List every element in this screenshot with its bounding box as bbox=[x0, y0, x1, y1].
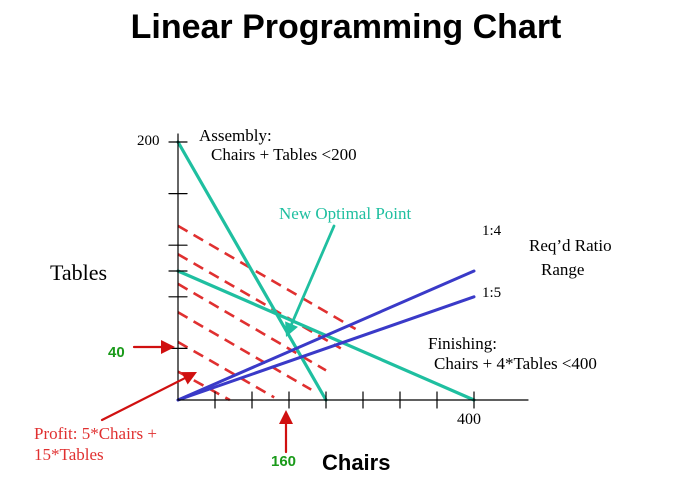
tables-40-arrow bbox=[132, 340, 175, 354]
profit-arrow-head bbox=[181, 372, 197, 385]
optimal-point-arrow-head bbox=[285, 321, 298, 337]
chairs-160-arrow bbox=[279, 410, 293, 454]
ratio-range-label-line2: Range bbox=[541, 260, 584, 279]
optimal-point-label: New Optimal Point bbox=[279, 204, 411, 223]
assembly-constraint-line bbox=[176, 140, 328, 402]
profit-label-line2: 15*Tables bbox=[34, 445, 104, 464]
assembly-label-line2: Chairs + Tables <200 bbox=[211, 145, 357, 164]
profit-arrow bbox=[100, 372, 197, 422]
y-axis-label: Tables bbox=[50, 260, 107, 285]
ratio-1-5-label: 1:5 bbox=[482, 285, 501, 301]
tables-40-arrow-head bbox=[161, 340, 175, 354]
x-tick-label-400: 400 bbox=[457, 411, 481, 428]
ratio-range-label-line1: Req’d Ratio bbox=[529, 236, 612, 255]
chairs-160-arrow-head bbox=[279, 410, 293, 424]
tables-40-label: 40 bbox=[108, 344, 125, 361]
optimal-point-arrow-shaft bbox=[290, 224, 336, 326]
profit-line-2 bbox=[177, 253, 342, 350]
assembly-label-line1: Assembly: bbox=[199, 126, 272, 145]
finishing-label-line2: Chairs + 4*Tables <400 bbox=[434, 354, 597, 373]
chairs-160-label: 160 bbox=[271, 453, 296, 470]
profit-line-1 bbox=[177, 224, 357, 331]
profit-line-3 bbox=[177, 282, 327, 372]
ratio-1-5-line bbox=[176, 295, 476, 402]
profit-label-line1: Profit: 5*Chairs + bbox=[34, 424, 157, 443]
ratio-1-4-label: 1:4 bbox=[482, 223, 502, 239]
ratio-1-4-line bbox=[176, 269, 476, 402]
profit-arrow-shaft bbox=[100, 377, 186, 422]
finishing-label-line1: Finishing: bbox=[428, 334, 497, 353]
optimal-point-arrow bbox=[285, 224, 336, 337]
x-axis-label: Chairs bbox=[322, 450, 390, 475]
profit-line-4 bbox=[177, 311, 312, 391]
chart-title: Linear Programming Chart bbox=[131, 8, 562, 46]
profit-line-5 bbox=[177, 340, 275, 399]
y-tick-label-200: 200 bbox=[137, 133, 160, 149]
